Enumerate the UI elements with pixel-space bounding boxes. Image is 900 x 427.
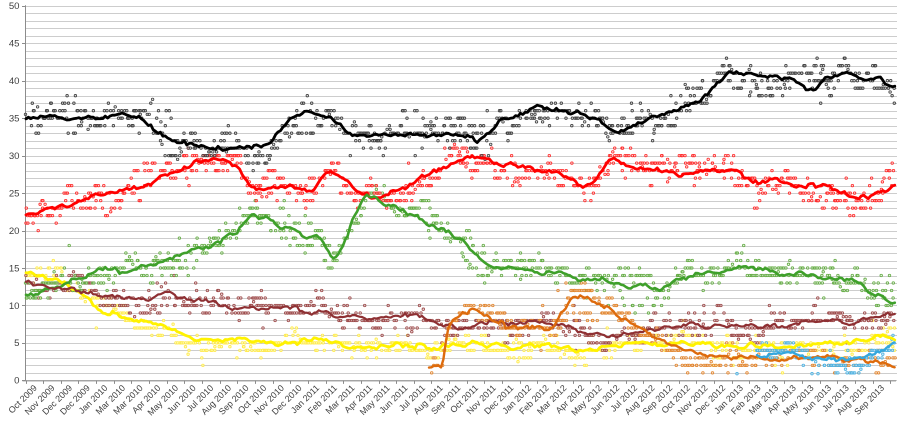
svg-text:5: 5 [14,338,19,349]
svg-text:35: 35 [9,114,20,125]
svg-text:15: 15 [9,263,20,274]
svg-text:30: 30 [9,151,20,162]
svg-text:0: 0 [14,376,19,387]
svg-text:20: 20 [9,226,20,237]
svg-text:50: 50 [9,1,20,12]
svg-text:10: 10 [9,301,20,312]
svg-text:25: 25 [9,188,20,199]
svg-text:45: 45 [9,39,20,50]
svg-text:40: 40 [9,76,20,87]
